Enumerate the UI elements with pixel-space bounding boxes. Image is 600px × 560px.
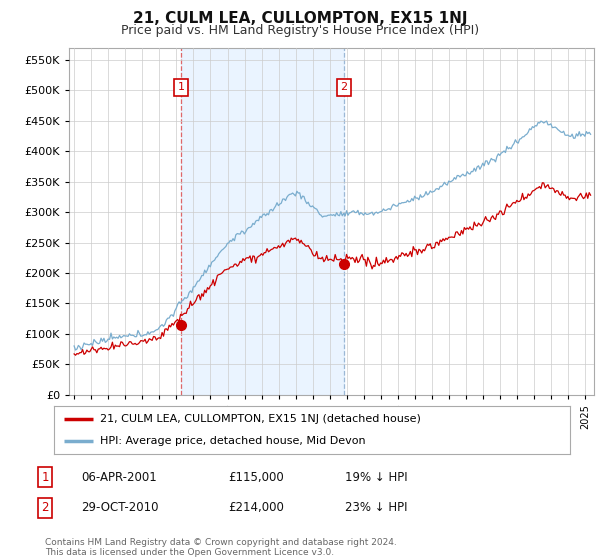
Text: 29-OCT-2010: 29-OCT-2010	[81, 501, 158, 515]
Text: £214,000: £214,000	[228, 501, 284, 515]
Text: 19% ↓ HPI: 19% ↓ HPI	[345, 470, 407, 484]
Text: 21, CULM LEA, CULLOMPTON, EX15 1NJ (detached house): 21, CULM LEA, CULLOMPTON, EX15 1NJ (deta…	[100, 414, 421, 424]
Text: 2: 2	[340, 82, 347, 92]
Text: Price paid vs. HM Land Registry's House Price Index (HPI): Price paid vs. HM Land Registry's House …	[121, 24, 479, 36]
Text: 1: 1	[41, 470, 49, 484]
Text: 2: 2	[41, 501, 49, 515]
Text: 1: 1	[178, 82, 184, 92]
Text: Contains HM Land Registry data © Crown copyright and database right 2024.
This d: Contains HM Land Registry data © Crown c…	[45, 538, 397, 557]
Text: 06-APR-2001: 06-APR-2001	[81, 470, 157, 484]
Text: £115,000: £115,000	[228, 470, 284, 484]
Text: 23% ↓ HPI: 23% ↓ HPI	[345, 501, 407, 515]
Bar	[181, 48, 344, 395]
Text: HPI: Average price, detached house, Mid Devon: HPI: Average price, detached house, Mid …	[100, 436, 366, 446]
Text: 21, CULM LEA, CULLOMPTON, EX15 1NJ: 21, CULM LEA, CULLOMPTON, EX15 1NJ	[133, 11, 467, 26]
